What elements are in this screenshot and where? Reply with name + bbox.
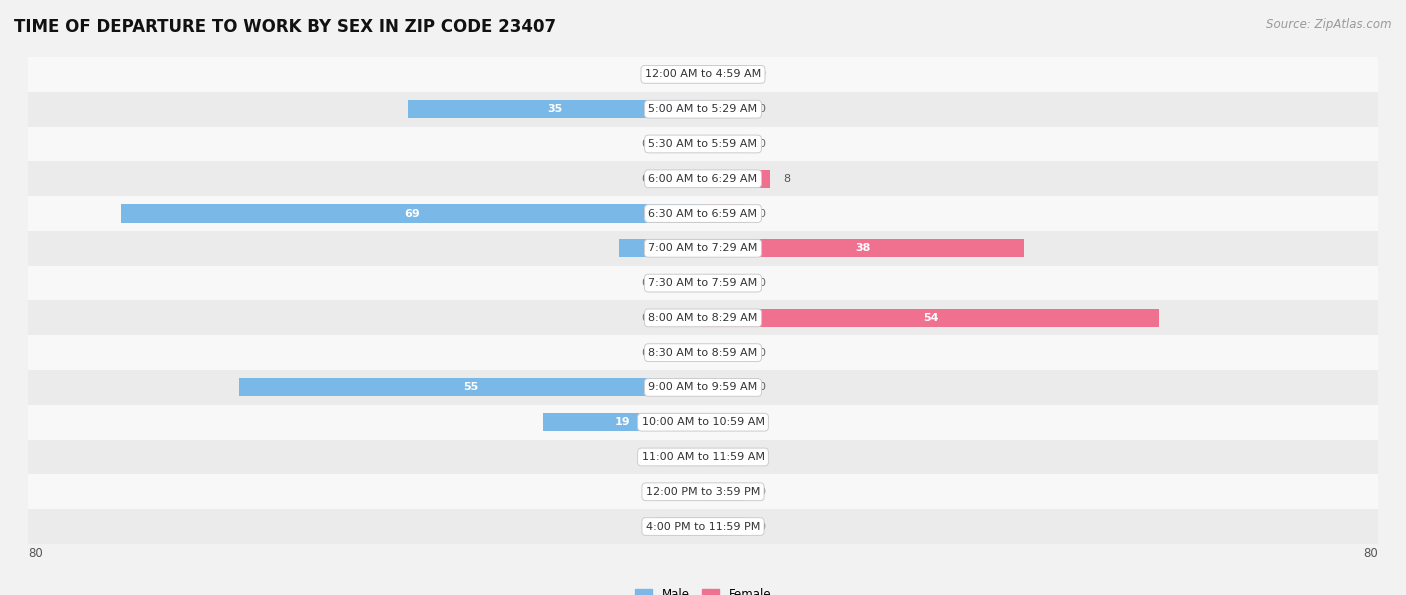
Text: 0: 0 bbox=[641, 347, 648, 358]
Bar bbox=[703, 239, 745, 258]
Text: Source: ZipAtlas.com: Source: ZipAtlas.com bbox=[1267, 18, 1392, 31]
Bar bbox=[703, 518, 745, 536]
Text: 0: 0 bbox=[758, 383, 765, 393]
Bar bbox=[661, 448, 703, 466]
Text: 0: 0 bbox=[758, 278, 765, 288]
Text: 8:30 AM to 8:59 AM: 8:30 AM to 8:59 AM bbox=[648, 347, 758, 358]
Bar bbox=[28, 405, 1378, 440]
Text: 6:30 AM to 6:59 AM: 6:30 AM to 6:59 AM bbox=[648, 208, 758, 218]
Bar bbox=[28, 92, 1378, 127]
Bar bbox=[703, 170, 770, 188]
Text: 0: 0 bbox=[641, 487, 648, 497]
Legend: Male, Female: Male, Female bbox=[630, 583, 776, 595]
Text: 0: 0 bbox=[758, 208, 765, 218]
Text: 0: 0 bbox=[641, 278, 648, 288]
Text: 0: 0 bbox=[758, 139, 765, 149]
Bar bbox=[28, 127, 1378, 161]
Text: 54: 54 bbox=[922, 313, 939, 323]
Bar bbox=[703, 65, 745, 83]
Bar bbox=[121, 205, 703, 223]
Bar bbox=[661, 239, 703, 258]
Text: 0: 0 bbox=[641, 313, 648, 323]
Text: 11:00 AM to 11:59 AM: 11:00 AM to 11:59 AM bbox=[641, 452, 765, 462]
Bar bbox=[661, 518, 703, 536]
Bar bbox=[28, 440, 1378, 474]
Text: 9:00 AM to 9:59 AM: 9:00 AM to 9:59 AM bbox=[648, 383, 758, 393]
Text: 4:00 PM to 11:59 PM: 4:00 PM to 11:59 PM bbox=[645, 522, 761, 531]
Text: 0: 0 bbox=[758, 347, 765, 358]
Text: 0: 0 bbox=[641, 139, 648, 149]
Bar bbox=[28, 266, 1378, 300]
Text: 0: 0 bbox=[641, 174, 648, 184]
Bar bbox=[661, 205, 703, 223]
Bar bbox=[28, 509, 1378, 544]
Bar bbox=[28, 370, 1378, 405]
Bar bbox=[703, 100, 745, 118]
Bar bbox=[661, 309, 703, 327]
Text: 35: 35 bbox=[548, 104, 562, 114]
Bar bbox=[239, 378, 703, 396]
Text: 8: 8 bbox=[783, 174, 790, 184]
Text: 0: 0 bbox=[758, 522, 765, 531]
Bar bbox=[661, 170, 703, 188]
Bar bbox=[28, 474, 1378, 509]
Text: 0: 0 bbox=[641, 452, 648, 462]
Text: 0: 0 bbox=[641, 522, 648, 531]
Bar bbox=[703, 448, 745, 466]
Text: 10:00 AM to 10:59 AM: 10:00 AM to 10:59 AM bbox=[641, 417, 765, 427]
Bar bbox=[703, 274, 745, 292]
Bar bbox=[661, 378, 703, 396]
Text: 5:30 AM to 5:59 AM: 5:30 AM to 5:59 AM bbox=[648, 139, 758, 149]
Text: 0: 0 bbox=[758, 452, 765, 462]
Bar bbox=[661, 65, 703, 83]
Text: 80: 80 bbox=[1364, 547, 1378, 560]
Text: 0: 0 bbox=[758, 104, 765, 114]
Bar bbox=[703, 413, 745, 431]
Text: TIME OF DEPARTURE TO WORK BY SEX IN ZIP CODE 23407: TIME OF DEPARTURE TO WORK BY SEX IN ZIP … bbox=[14, 18, 557, 36]
Text: 69: 69 bbox=[404, 208, 420, 218]
Text: 6:00 AM to 6:29 AM: 6:00 AM to 6:29 AM bbox=[648, 174, 758, 184]
Text: 7:00 AM to 7:29 AM: 7:00 AM to 7:29 AM bbox=[648, 243, 758, 253]
Text: 0: 0 bbox=[758, 487, 765, 497]
Bar bbox=[703, 343, 745, 362]
Text: 7:30 AM to 7:59 AM: 7:30 AM to 7:59 AM bbox=[648, 278, 758, 288]
Bar bbox=[703, 378, 745, 396]
Bar bbox=[661, 100, 703, 118]
Bar bbox=[703, 135, 745, 153]
Text: 55: 55 bbox=[464, 383, 478, 393]
Bar bbox=[703, 483, 745, 501]
Bar bbox=[661, 135, 703, 153]
Bar bbox=[408, 100, 703, 118]
Bar bbox=[703, 170, 745, 188]
Text: 0: 0 bbox=[758, 417, 765, 427]
Bar bbox=[28, 231, 1378, 266]
Text: 5:00 AM to 5:29 AM: 5:00 AM to 5:29 AM bbox=[648, 104, 758, 114]
Text: 80: 80 bbox=[28, 547, 42, 560]
Bar bbox=[703, 309, 1159, 327]
Bar bbox=[661, 413, 703, 431]
Bar bbox=[28, 300, 1378, 335]
Bar bbox=[661, 483, 703, 501]
Text: 12:00 AM to 4:59 AM: 12:00 AM to 4:59 AM bbox=[645, 70, 761, 79]
Bar bbox=[661, 343, 703, 362]
Text: 10: 10 bbox=[654, 243, 668, 253]
Text: 0: 0 bbox=[641, 70, 648, 79]
Text: 8:00 AM to 8:29 AM: 8:00 AM to 8:29 AM bbox=[648, 313, 758, 323]
Bar bbox=[661, 274, 703, 292]
Text: 38: 38 bbox=[856, 243, 870, 253]
Bar bbox=[543, 413, 703, 431]
Bar bbox=[703, 205, 745, 223]
Bar bbox=[28, 335, 1378, 370]
Text: 0: 0 bbox=[758, 70, 765, 79]
Bar bbox=[703, 309, 745, 327]
Text: 19: 19 bbox=[614, 417, 631, 427]
Bar bbox=[619, 239, 703, 258]
Text: 12:00 PM to 3:59 PM: 12:00 PM to 3:59 PM bbox=[645, 487, 761, 497]
Bar bbox=[28, 161, 1378, 196]
Bar bbox=[703, 239, 1024, 258]
Bar bbox=[28, 196, 1378, 231]
Bar bbox=[28, 57, 1378, 92]
